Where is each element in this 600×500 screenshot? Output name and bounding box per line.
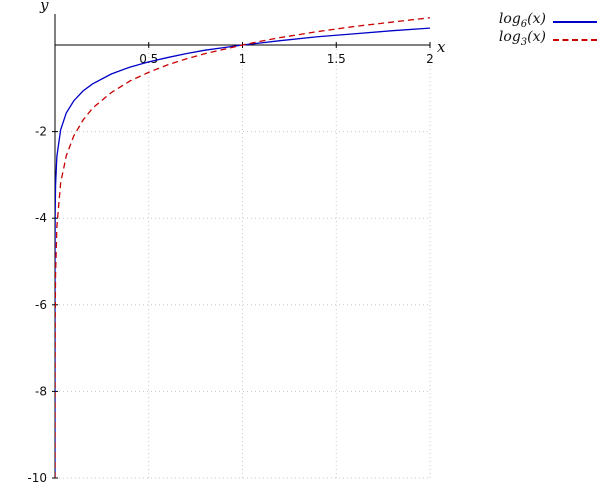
- legend: log6(x) log3(x): [499, 11, 597, 51]
- y-tick-label: -10: [27, 471, 47, 485]
- legend-label-log6-suffix: (x): [527, 10, 546, 27]
- series-curve-log6x: [55, 27, 430, 478]
- legend-label-log3-prefix: log: [498, 28, 521, 45]
- legend-item-log6: log6(x): [499, 11, 597, 33]
- legend-label-log3: log3(x): [499, 29, 546, 51]
- legend-label-log3-suffix: (x): [527, 28, 546, 45]
- legend-label-log6-prefix: log: [498, 10, 521, 27]
- x-axis-label: x: [437, 38, 446, 56]
- y-tick-label: -4: [35, 211, 47, 225]
- y-tick-label: -2: [35, 125, 47, 139]
- x-tick-label: 1.5: [327, 52, 346, 66]
- x-tick-label: 0.5: [139, 52, 158, 66]
- legend-label-log3-sub: 3: [520, 36, 528, 48]
- legend-label-log6: log6(x): [499, 11, 546, 33]
- legend-label-log6-sub: 6: [520, 18, 528, 30]
- legend-line-log6: [553, 20, 597, 23]
- y-tick-label: -6: [35, 298, 47, 312]
- series-curve-log3x: [55, 17, 430, 478]
- x-tick-label: 2: [426, 52, 434, 66]
- x-tick-label: 1: [239, 52, 247, 66]
- legend-line-log3: [553, 38, 597, 41]
- legend-item-log3: log3(x): [499, 29, 597, 51]
- y-axis-label: y: [40, 0, 49, 14]
- y-tick-label: -8: [35, 384, 47, 398]
